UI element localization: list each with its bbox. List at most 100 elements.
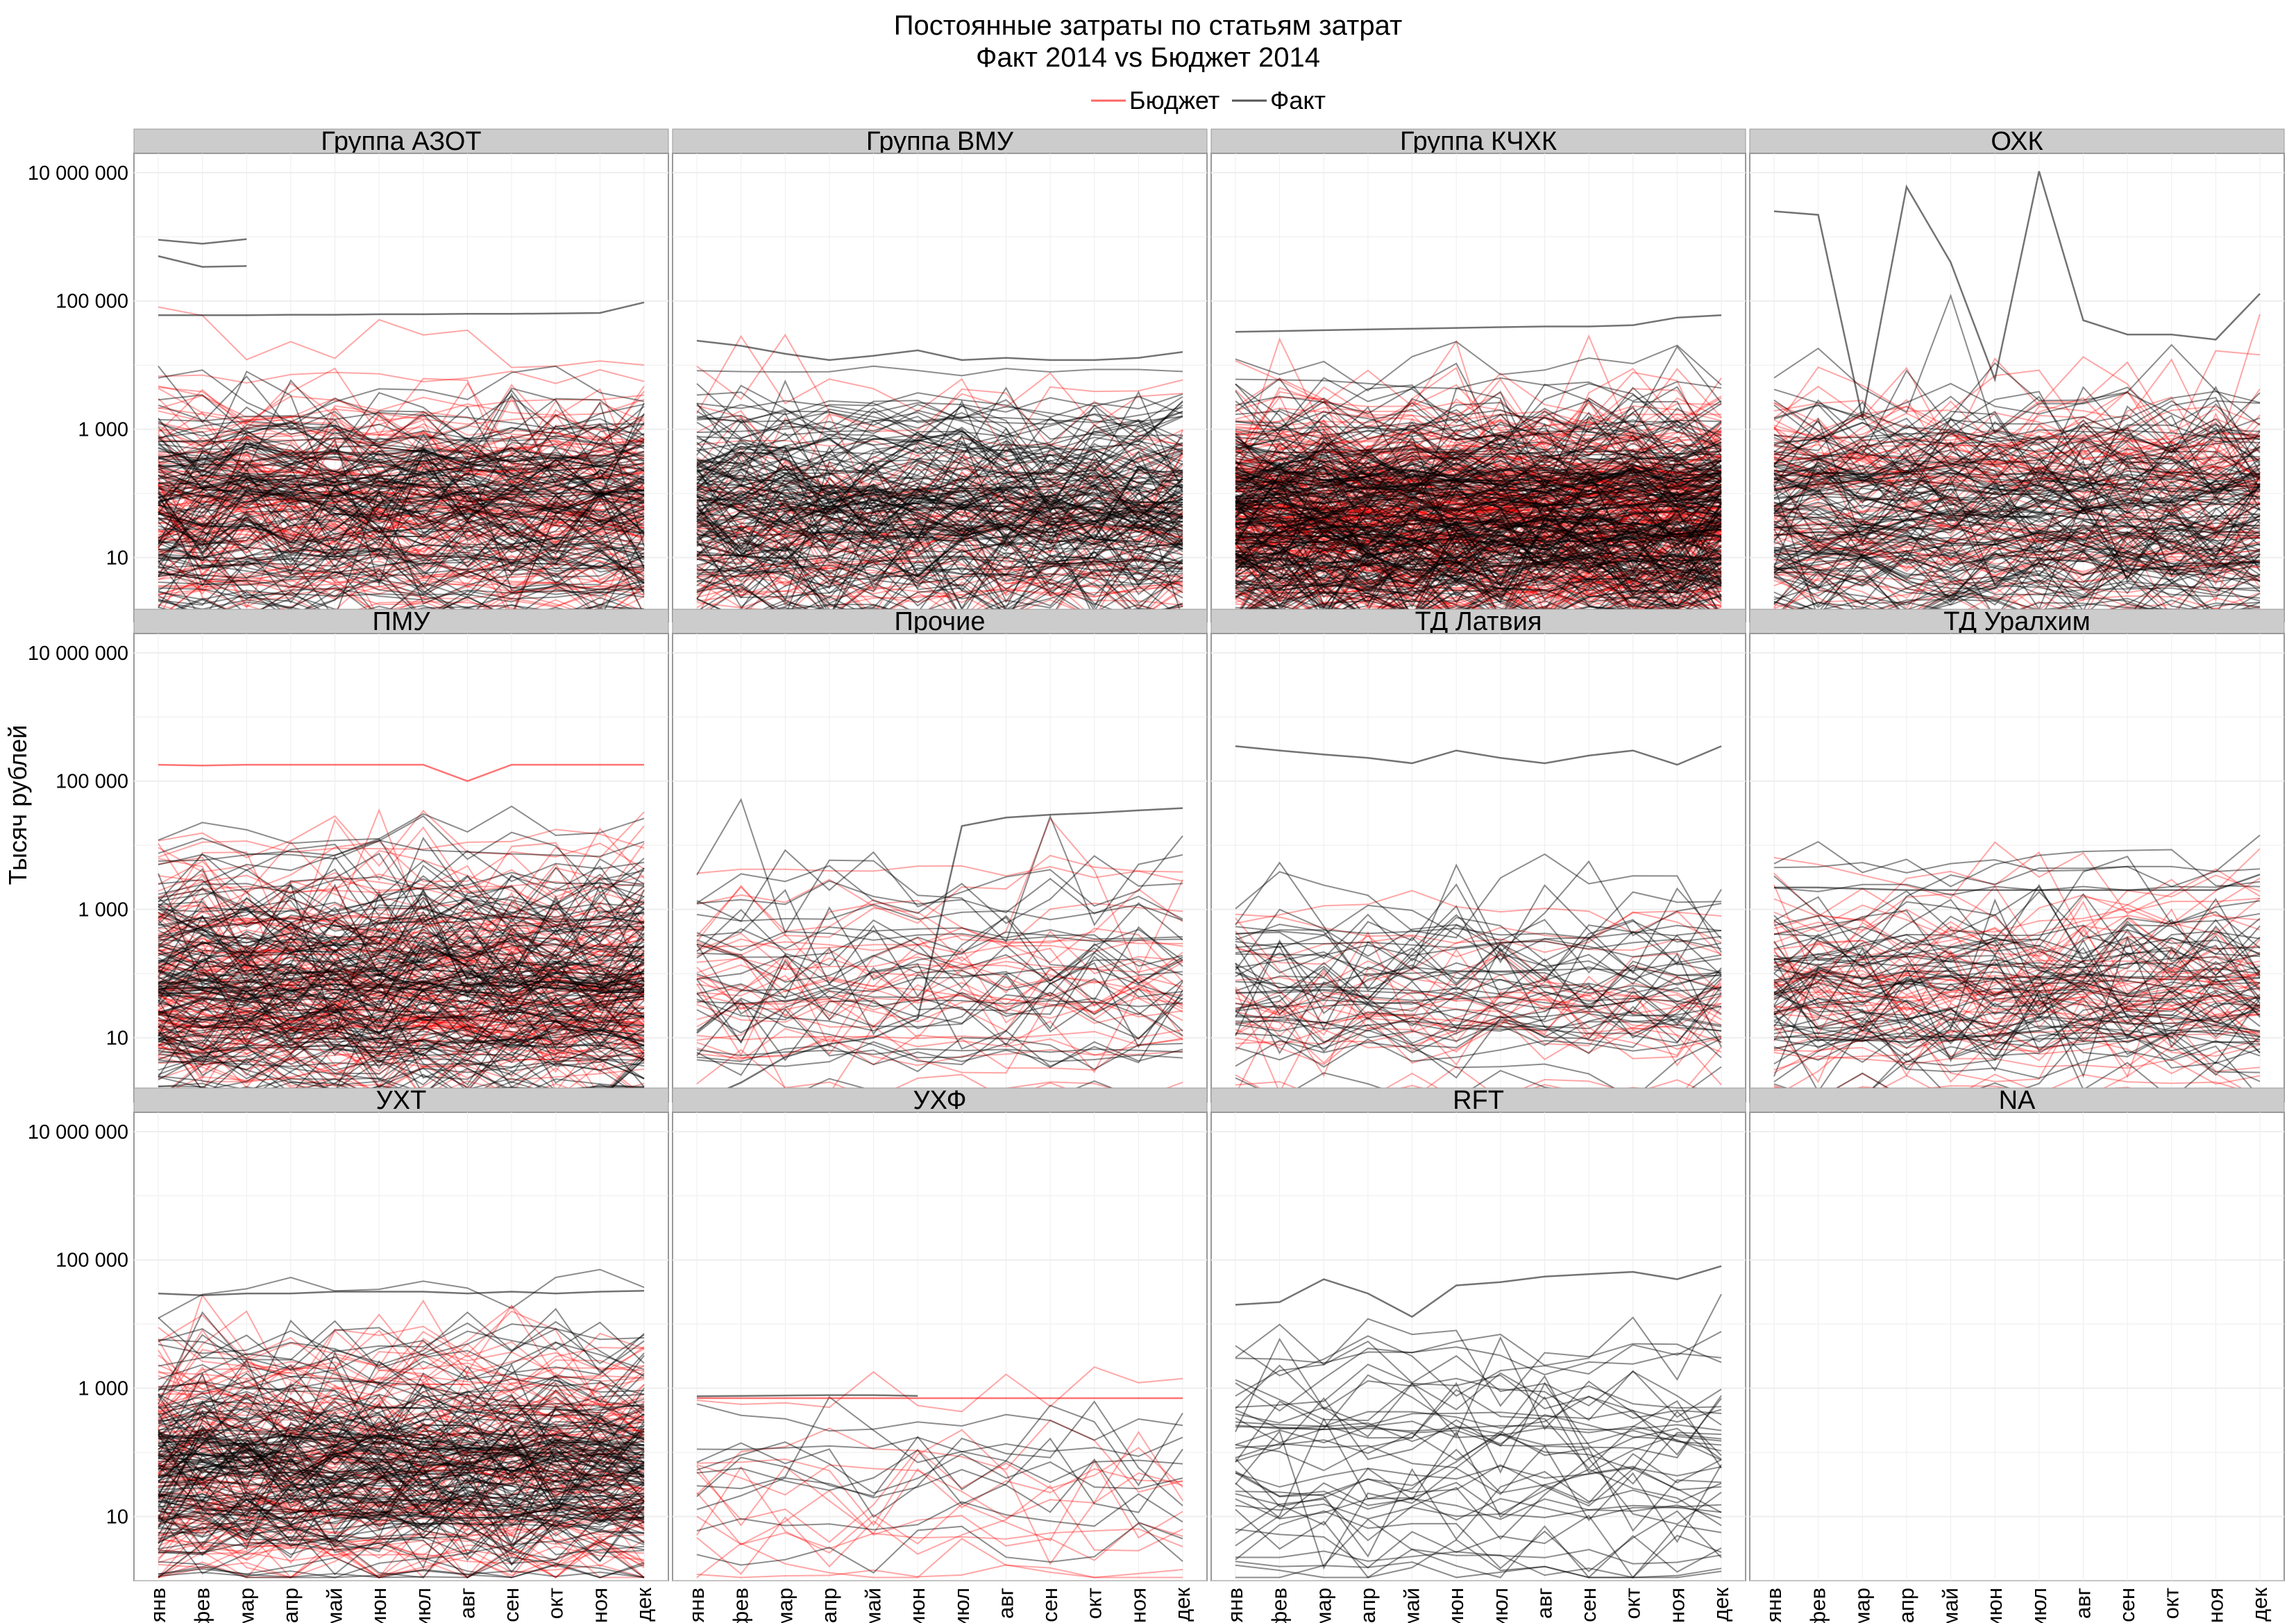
series-line <box>696 525 1183 545</box>
series-line <box>158 490 645 534</box>
series-line <box>158 1429 645 1486</box>
series-line <box>1773 966 2261 1024</box>
y-tick-label: 10 <box>106 1506 128 1529</box>
series-line <box>1773 577 2261 603</box>
series-line <box>696 457 1183 547</box>
series-line <box>1235 994 1722 1045</box>
series-line <box>696 448 1183 590</box>
series-line <box>158 548 645 569</box>
series-line <box>158 1014 645 1077</box>
series-line <box>1235 400 1722 507</box>
series-line <box>158 928 645 973</box>
series-line <box>1773 382 2261 427</box>
series-line <box>1773 1019 2261 1048</box>
series-line <box>1235 485 1722 505</box>
series-line <box>696 1489 1183 1561</box>
series-line <box>158 434 645 485</box>
series-line <box>158 1398 645 1467</box>
series-line <box>1773 538 2261 615</box>
series-line <box>1235 502 1722 588</box>
series-line <box>1235 445 1722 519</box>
series-line <box>158 461 645 506</box>
series-line <box>1773 877 2261 989</box>
series-line <box>1235 984 1722 1051</box>
series-line <box>1235 531 1722 620</box>
series-line <box>1235 490 1722 552</box>
series-line <box>1235 447 1722 496</box>
series-line <box>696 439 1183 472</box>
series-line <box>696 441 1183 518</box>
series-line <box>158 1522 645 1559</box>
series-line <box>696 1044 1183 1066</box>
series-line <box>158 560 645 606</box>
series-line <box>158 983 645 1044</box>
series-line <box>1235 414 1722 459</box>
series-line <box>158 881 645 899</box>
series-line <box>696 488 1183 620</box>
series-line <box>696 465 1183 498</box>
series-line <box>1773 518 2261 535</box>
series-line <box>158 1023 645 1048</box>
series-line <box>696 899 1183 971</box>
series-line <box>1235 502 1722 530</box>
series-line <box>158 448 645 533</box>
series-line <box>696 436 1183 480</box>
series-line <box>1773 910 2261 1020</box>
series-line <box>158 863 645 969</box>
series-line <box>696 400 1183 427</box>
series-line <box>158 858 645 969</box>
series-line <box>696 937 1183 1073</box>
series-line <box>696 906 1183 1001</box>
series-line <box>696 530 1183 570</box>
series-line <box>696 420 1183 524</box>
series-line <box>158 498 645 593</box>
series-line <box>158 811 645 953</box>
series-line <box>1235 478 1722 518</box>
y-tick-label: 1 000 <box>78 1378 128 1400</box>
series-line <box>696 961 1183 1021</box>
facet-strip <box>1210 1087 1746 1113</box>
series-line <box>1773 445 2261 495</box>
series-line <box>158 1383 645 1444</box>
series-line <box>158 484 645 514</box>
series-line <box>1773 921 2261 1046</box>
x-tick-label: май <box>861 1588 886 1623</box>
series-line <box>1235 509 1722 525</box>
series-line <box>158 1416 645 1508</box>
series-line <box>158 966 645 988</box>
series-line <box>1773 442 2261 524</box>
series-line <box>1235 506 1722 528</box>
series-line <box>696 365 1183 377</box>
series-line <box>1235 337 1722 475</box>
series-line <box>158 996 645 1028</box>
series-line <box>696 459 1183 529</box>
series-line <box>696 488 1183 554</box>
y-tick-label: 10 000 000 <box>28 643 128 665</box>
series-line <box>696 1008 1183 1076</box>
series-line <box>158 892 645 990</box>
series-line <box>158 1010 645 1065</box>
series-line <box>158 872 645 928</box>
series-line <box>696 427 1183 525</box>
series-line <box>1773 543 2261 586</box>
series-line <box>158 397 645 489</box>
series-line <box>1773 980 2261 1051</box>
series-line <box>1773 537 2261 582</box>
series-line <box>696 433 1183 562</box>
series-line <box>158 1323 645 1370</box>
series-line <box>1235 496 1722 554</box>
series-line <box>158 867 645 961</box>
series-line <box>158 958 645 1070</box>
series-line <box>158 1427 645 1486</box>
series-line <box>158 1451 645 1477</box>
series-line <box>158 1016 645 1051</box>
series-line <box>696 506 1183 574</box>
series-line <box>1235 419 1722 467</box>
series-line <box>1235 551 1722 573</box>
series-line <box>1773 416 2261 450</box>
series-line <box>1235 387 1722 534</box>
series-line <box>696 400 1183 439</box>
series-line <box>1773 507 2261 557</box>
series-line <box>696 553 1183 620</box>
